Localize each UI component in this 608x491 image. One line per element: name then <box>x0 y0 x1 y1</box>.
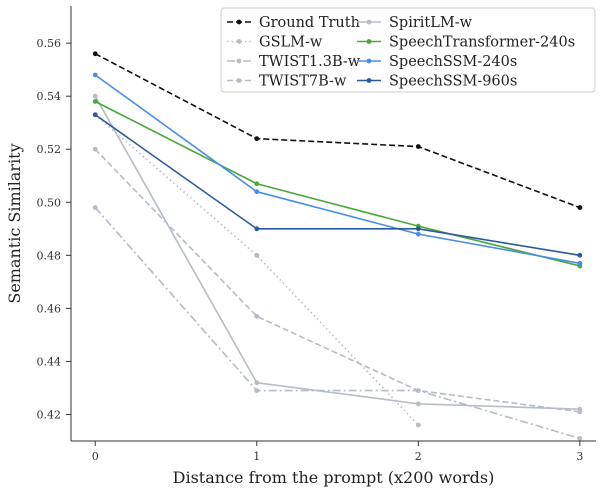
series-speechssm-240s <box>92 72 583 266</box>
series-line <box>94 100 581 267</box>
plot-marks <box>92 51 583 441</box>
series-ground-truth <box>92 51 583 210</box>
legend-label: SpeechTransformer-240s <box>389 35 575 51</box>
legend-label: TWIST7B-w <box>259 74 347 90</box>
x-tick-label: 2 <box>415 450 422 463</box>
y-axis-title: Semantic Similarity <box>5 143 24 303</box>
data-point <box>577 435 583 441</box>
y-tick-label: 0.48 <box>37 249 62 262</box>
legend-item: SpeechTransformer-240s <box>357 35 575 51</box>
legend-item: Ground Truth <box>227 15 360 31</box>
data-point <box>415 422 421 428</box>
data-point <box>415 144 421 149</box>
data-point <box>415 401 421 407</box>
x-tick-label: 0 <box>92 450 99 463</box>
x-tick-label: 3 <box>576 450 583 463</box>
series-spiritlm-w <box>92 93 583 412</box>
data-point <box>254 380 260 386</box>
legend-label: TWIST1.3B-w <box>259 54 361 70</box>
data-point <box>254 226 260 232</box>
data-point <box>577 260 583 266</box>
data-point <box>254 181 260 187</box>
y-tick-label: 0.52 <box>37 143 62 156</box>
legend-label: SpiritLM-w <box>389 15 473 31</box>
legend-item: TWIST1.3B-w <box>227 54 361 70</box>
legend-label: Ground Truth <box>259 15 360 31</box>
data-point <box>254 313 260 319</box>
data-point <box>577 252 583 258</box>
data-point <box>92 146 98 152</box>
data-point <box>92 205 98 210</box>
data-point <box>92 93 98 99</box>
y-tick-label: 0.44 <box>37 355 62 368</box>
legend-marker <box>366 19 372 25</box>
data-point <box>92 51 98 57</box>
x-axis-ticks: 0 1 2 3 <box>92 441 583 463</box>
series-twist1-3b-w <box>92 205 583 441</box>
series-line <box>94 207 581 440</box>
data-point <box>577 406 583 412</box>
x-tick-label: 1 <box>253 450 260 463</box>
legend-marker <box>236 58 242 64</box>
data-point <box>254 252 260 258</box>
data-point <box>415 231 421 237</box>
legend-marker <box>366 39 372 44</box>
legend-frame <box>220 7 596 93</box>
x-axis-title: Distance from the prompt (x200 words) <box>173 468 495 487</box>
data-point <box>92 112 98 118</box>
data-point <box>92 99 98 104</box>
legend-label: SpeechSSM-960s <box>389 74 517 90</box>
legend: Ground Truth GSLM-w TWIST1.3B-w TWIST7B-w Sp… <box>220 7 596 93</box>
series-speechssm-960s <box>92 112 583 258</box>
data-point <box>577 205 583 210</box>
series-gslm-w <box>92 112 421 428</box>
legend-item: GSLM-w <box>227 35 323 51</box>
series-line <box>94 95 580 410</box>
legend-label: SpeechSSM-240s <box>389 54 517 70</box>
y-tick-label: 0.42 <box>37 408 62 421</box>
series-line <box>94 148 580 413</box>
y-tick-label: 0.56 <box>37 37 62 50</box>
data-point <box>254 388 260 394</box>
series-line <box>94 114 419 426</box>
series-line <box>94 114 580 257</box>
series-twist7b-w <box>92 146 583 415</box>
y-tick-label: 0.54 <box>37 90 62 103</box>
legend-item: SpeechSSM-960s <box>357 74 517 90</box>
data-point <box>254 136 260 142</box>
legend-marker <box>236 39 242 44</box>
legend-item: SpiritLM-w <box>357 15 473 31</box>
legend-marker <box>236 19 242 25</box>
legend-item: TWIST7B-w <box>227 74 347 90</box>
data-point <box>415 226 421 232</box>
legend-item: SpeechSSM-240s <box>357 54 517 70</box>
data-point <box>254 189 260 195</box>
data-point <box>415 388 421 394</box>
data-point <box>92 72 98 78</box>
y-tick-label: 0.46 <box>37 302 62 315</box>
series-line <box>94 53 581 209</box>
legend-label: GSLM-w <box>259 35 323 51</box>
legend-marker <box>236 78 242 83</box>
series-line <box>94 74 580 265</box>
legend-marker <box>366 78 372 83</box>
legend-marker <box>366 58 372 64</box>
y-axis-ticks: 0.42 0.44 0.46 0.48 0.50 0.52 0.54 0.56 <box>37 37 71 421</box>
y-tick-label: 0.50 <box>37 196 62 209</box>
